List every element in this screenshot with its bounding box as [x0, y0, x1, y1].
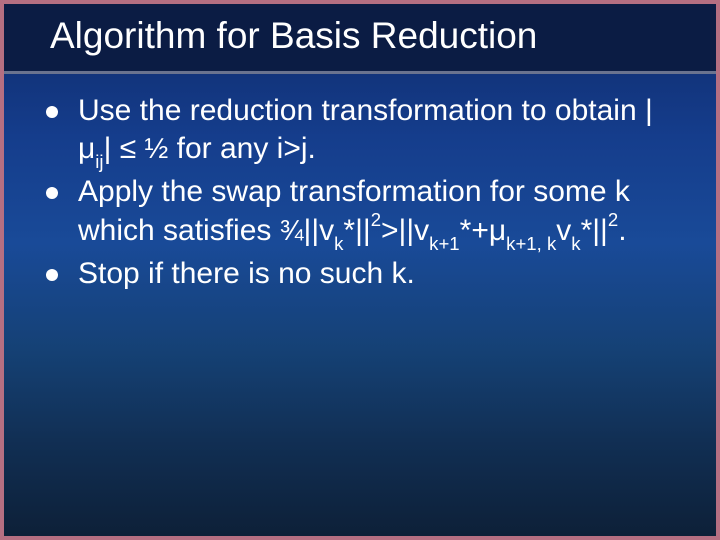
b2-frac34: ¾: [280, 213, 304, 249]
title-bar: Algorithm for Basis Reduction: [4, 4, 716, 74]
b2-v2: v: [556, 214, 571, 247]
b2-sub-k2: k: [571, 233, 580, 254]
b3-end: .: [407, 257, 415, 290]
b1-half: ½: [145, 131, 169, 167]
b2-starplus: *+: [460, 214, 489, 247]
slide: Algorithm for Basis Reduction Use the re…: [0, 0, 720, 540]
b3-k: k: [392, 257, 407, 290]
b2-end: .: [618, 214, 626, 247]
b2-k: k: [615, 175, 630, 208]
bullet-1: Use the reduction transformation to obta…: [34, 92, 686, 171]
b2-norm1b: *||: [343, 214, 370, 247]
bullet-3: Stop if there is no such k.: [34, 255, 686, 293]
b3-pre: Stop if there is no such: [78, 257, 392, 290]
b1-mid2: for any: [168, 132, 276, 165]
b2-pre: Apply the swap transformation for some: [78, 175, 615, 208]
b2-norm2b: *||: [581, 214, 608, 247]
b1-mu-sub: ij: [95, 151, 103, 172]
slide-title: Algorithm for Basis Reduction: [50, 16, 694, 57]
slide-content: Use the reduction transformation to obta…: [4, 74, 716, 294]
bullet-2: Apply the swap transformation for some k…: [34, 173, 686, 253]
b2-sq1: 2: [371, 209, 381, 230]
bullet-list: Use the reduction transformation to obta…: [34, 92, 686, 294]
b2-sub-k: k: [334, 233, 343, 254]
b1-end: .: [308, 132, 316, 165]
b1-mid1: | ≤: [104, 132, 145, 165]
b2-mid1: which satisfies: [78, 214, 280, 247]
b2-norm1a: ||v: [304, 214, 335, 247]
b2-mu2-sub: k+1, k: [506, 233, 556, 254]
b2-sub-kp1: k+1: [429, 233, 460, 254]
b1-igtj: i>j: [277, 132, 308, 165]
b1-pre: Use the reduction transformation to obta…: [78, 94, 653, 127]
b2-sq2: 2: [608, 209, 618, 230]
b1-mu: μ: [78, 132, 95, 165]
b2-gt: >||v: [381, 214, 429, 247]
b2-mu2: μ: [489, 214, 506, 247]
